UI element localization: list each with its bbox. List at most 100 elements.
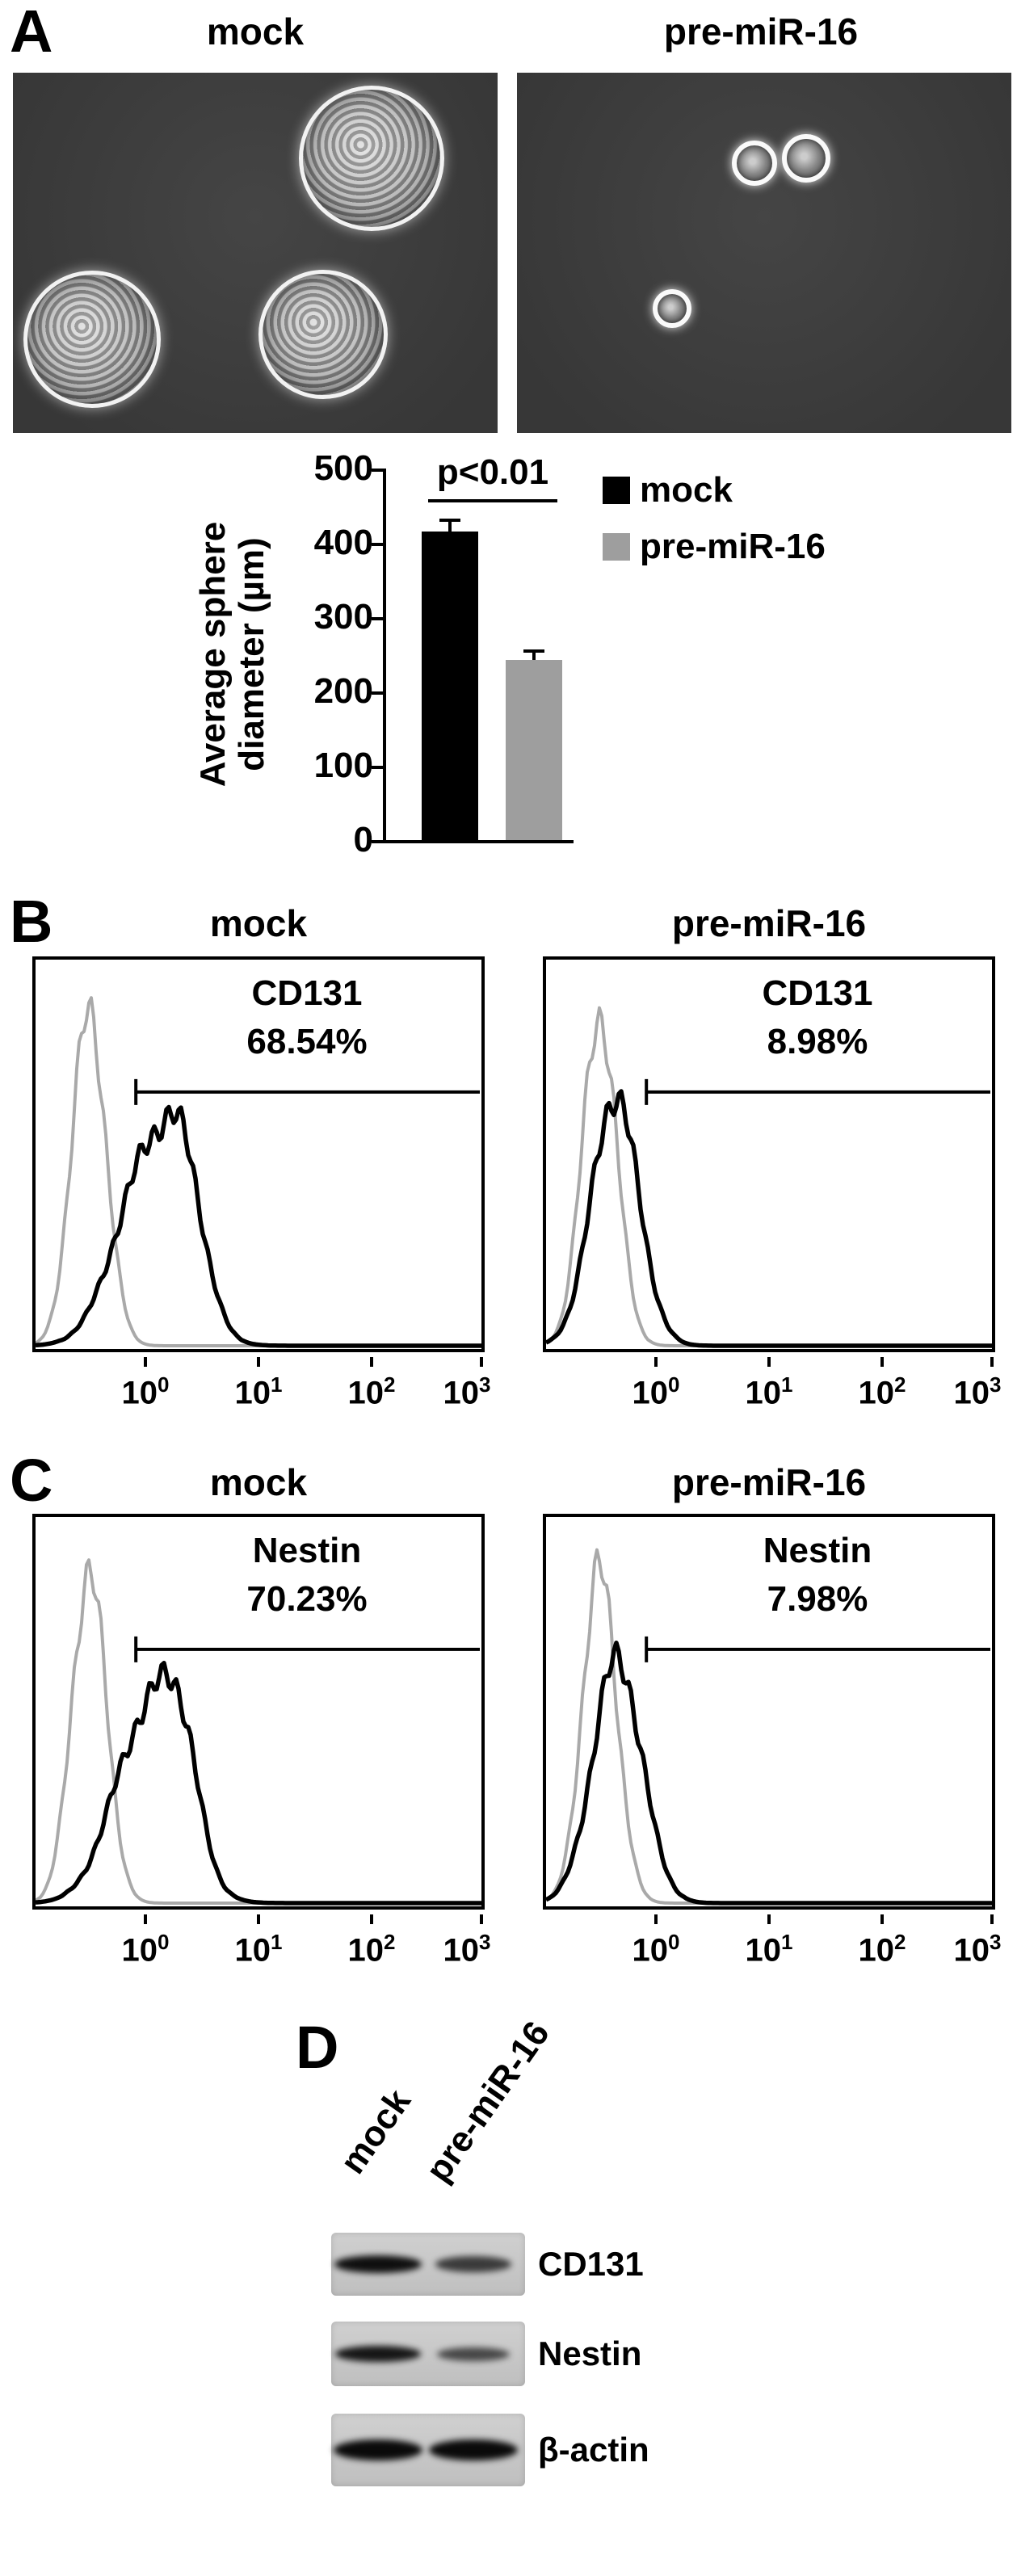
micrograph-mock bbox=[13, 73, 498, 433]
x-tick-label: 101 bbox=[234, 1930, 283, 1969]
x-tick bbox=[480, 1357, 483, 1367]
p-value-annotation: p<0.01 bbox=[436, 452, 549, 492]
micrograph-premir16 bbox=[517, 73, 1011, 433]
blot-band bbox=[334, 2439, 422, 2460]
blot-band bbox=[437, 2347, 510, 2361]
neurosphere bbox=[23, 271, 161, 408]
neurosphere bbox=[732, 141, 777, 186]
panel-c-title-premir16: pre-miR-16 bbox=[671, 1461, 867, 1503]
y-tick-label: 100 bbox=[313, 746, 373, 785]
x-axis-c-premir16: 100 101 102 103 bbox=[543, 1914, 1001, 1969]
x-tick-label: 101 bbox=[234, 1372, 283, 1411]
x-tick bbox=[144, 1357, 147, 1367]
legend-label-mock: mock bbox=[640, 470, 733, 510]
error-bar-line bbox=[532, 651, 536, 661]
blot-label-nestin: Nestin bbox=[538, 2334, 642, 2372]
neurosphere bbox=[258, 270, 388, 399]
x-tick bbox=[257, 1357, 260, 1367]
error-bar-cap bbox=[523, 649, 544, 653]
y-axis-label: Average sphere diameter (µm) bbox=[193, 469, 271, 840]
neurosphere bbox=[653, 289, 691, 328]
x-tick bbox=[370, 1914, 373, 1924]
x-axis bbox=[383, 840, 574, 843]
y-axis-label-line2: diameter (µm) bbox=[232, 537, 271, 771]
curve-Nestin-stained bbox=[36, 1661, 481, 1906]
x-tick-label: 100 bbox=[632, 1930, 680, 1969]
x-tick bbox=[257, 1914, 260, 1924]
blot-strip-beta-actin bbox=[331, 2414, 525, 2486]
percent-label: 70.23% bbox=[246, 1579, 368, 1619]
x-tick-label: 103 bbox=[443, 1372, 491, 1411]
bar-mock bbox=[422, 532, 478, 840]
x-tick bbox=[654, 1914, 658, 1924]
significance-line bbox=[428, 499, 557, 502]
panel-a-title-mock: mock bbox=[206, 11, 305, 53]
x-tick bbox=[767, 1357, 771, 1367]
panel-c-label: C bbox=[10, 1447, 53, 1514]
blot-strip-cd131 bbox=[331, 2233, 525, 2296]
flow-plot-b-premir16: CD131 8.98% bbox=[543, 956, 995, 1352]
curve-CD131-stained bbox=[36, 1104, 481, 1348]
y-tick-label: 500 bbox=[313, 448, 373, 488]
x-axis-c-mock: 100 101 102 103 bbox=[32, 1914, 490, 1969]
error-bar-line bbox=[448, 520, 452, 532]
blot-label-beta-actin: β-actin bbox=[538, 2431, 649, 2469]
bar-pre-miR-16 bbox=[506, 660, 562, 840]
histogram-curves bbox=[36, 996, 481, 1348]
flow-plot-c-mock: Nestin 70.23% bbox=[32, 1514, 485, 1910]
y-tick-label: 200 bbox=[313, 671, 373, 711]
flow-plot-c-premir16: Nestin 7.98% bbox=[543, 1514, 995, 1910]
histogram-curves bbox=[36, 1558, 481, 1906]
y-tick-label: 300 bbox=[313, 597, 373, 637]
y-tick-label: 0 bbox=[353, 820, 373, 859]
error-bar-cap bbox=[439, 519, 460, 523]
neurosphere bbox=[782, 134, 830, 183]
panel-b-title-premir16: pre-miR-16 bbox=[671, 902, 867, 944]
x-tick-label: 102 bbox=[347, 1372, 396, 1411]
y-tick bbox=[372, 766, 383, 769]
panel-a-label: A bbox=[10, 0, 53, 65]
curve-CD131-stained bbox=[546, 1089, 992, 1348]
y-tick-label: 400 bbox=[313, 523, 373, 562]
x-tick-label: 102 bbox=[858, 1930, 906, 1969]
x-tick-label: 103 bbox=[953, 1930, 1002, 1969]
panel-b-title-mock: mock bbox=[209, 902, 308, 944]
x-tick bbox=[370, 1357, 373, 1367]
legend-label-premir16: pre-miR-16 bbox=[640, 527, 826, 566]
y-tick bbox=[372, 469, 383, 472]
blot-label-cd131: CD131 bbox=[538, 2245, 644, 2283]
lane-label-mock: mock bbox=[332, 2082, 418, 2181]
marker-label: CD131 bbox=[762, 973, 873, 1013]
x-tick bbox=[990, 1357, 994, 1367]
x-tick-label: 103 bbox=[953, 1372, 1002, 1411]
panel-d-label: D bbox=[296, 2014, 339, 2081]
panel-a-title-premir16: pre-miR-16 bbox=[663, 11, 859, 53]
blot-band bbox=[435, 2256, 511, 2272]
y-tick bbox=[372, 617, 383, 620]
y-axis bbox=[383, 469, 386, 843]
percent-label: 7.98% bbox=[767, 1579, 868, 1619]
blot-band bbox=[334, 2255, 422, 2273]
y-tick bbox=[372, 543, 383, 546]
x-tick bbox=[990, 1914, 994, 1924]
blot-band bbox=[335, 2346, 421, 2362]
x-tick bbox=[880, 1357, 884, 1367]
legend-swatch-mock bbox=[603, 477, 630, 504]
x-tick-label: 100 bbox=[121, 1372, 170, 1411]
x-tick-label: 101 bbox=[745, 1372, 793, 1411]
x-tick bbox=[767, 1914, 771, 1924]
percent-label: 8.98% bbox=[767, 1022, 868, 1061]
lane-label-premir16: pre-miR-16 bbox=[418, 2014, 557, 2189]
x-tick bbox=[144, 1914, 147, 1924]
histogram-curves bbox=[546, 1548, 992, 1906]
blot-band bbox=[429, 2439, 518, 2460]
y-axis-label-line1: Average sphere bbox=[193, 521, 233, 788]
x-tick-label: 103 bbox=[443, 1930, 491, 1969]
x-tick-label: 100 bbox=[632, 1372, 680, 1411]
x-tick bbox=[880, 1914, 884, 1924]
curve-Nestin-stained bbox=[546, 1640, 992, 1906]
panel-c-title-mock: mock bbox=[209, 1461, 308, 1503]
panel-b-label: B bbox=[10, 888, 53, 955]
x-tick-label: 100 bbox=[121, 1930, 170, 1969]
